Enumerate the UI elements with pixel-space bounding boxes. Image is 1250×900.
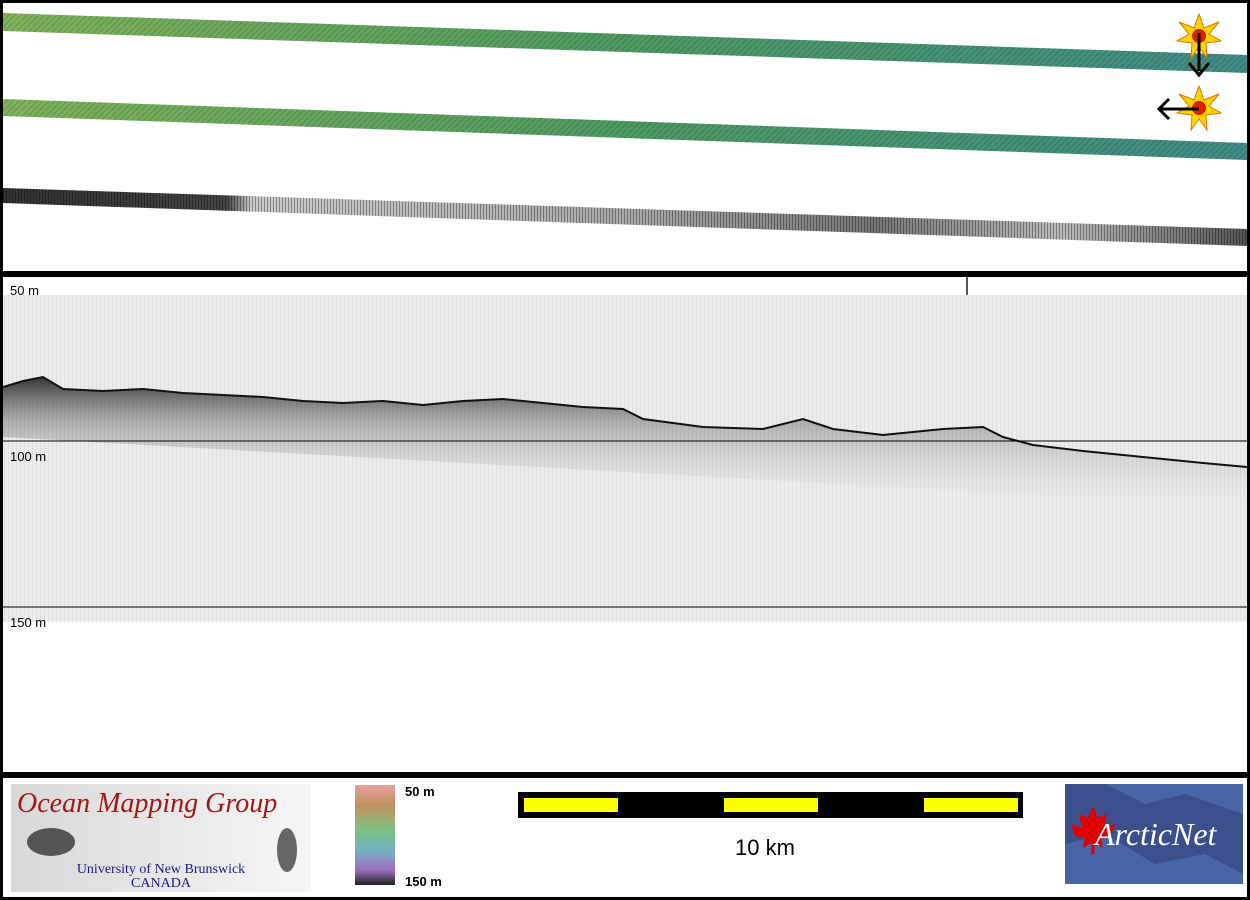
ocean-mapping-group-logo: Ocean Mapping Group University of New Br… (11, 784, 311, 892)
seafloor-return (3, 377, 1247, 507)
maple-leaf-icon (1071, 806, 1115, 854)
scale-segment-2 (724, 798, 818, 812)
omg-title: Ocean Mapping Group (17, 788, 278, 819)
colorbar-top-label: 50 m (405, 784, 435, 799)
colorbar-bottom-label: 150 m (405, 874, 442, 889)
scale-segment-3 (924, 798, 1018, 812)
arrow-left-icon (1156, 97, 1199, 121)
echogram-panel: 50 m 100 m 150 m (3, 277, 1247, 772)
depth-colorbar (355, 785, 395, 885)
echogram-canvas (3, 277, 1247, 622)
legend-panel: Ocean Mapping Group University of New Br… (3, 778, 1247, 897)
arcticnet-text: ArcticNet (1095, 816, 1217, 852)
swath-canvas (3, 12, 1247, 246)
arrow-down-icon (1187, 33, 1211, 78)
scale-label: 10 km (735, 835, 795, 860)
omg-university: University of New Brunswick (76, 862, 246, 877)
omg-country: CANADA (131, 876, 191, 891)
arcticnet-logo: ArcticNet (1065, 784, 1243, 884)
scale-bar (518, 792, 1023, 818)
swath-panel (3, 3, 1247, 271)
depth-label-100: 100 m (10, 449, 47, 464)
depth-label-150: 150 m (10, 615, 47, 630)
scale-segment-1 (524, 798, 618, 812)
depth-label-50: 50 m (10, 283, 39, 298)
